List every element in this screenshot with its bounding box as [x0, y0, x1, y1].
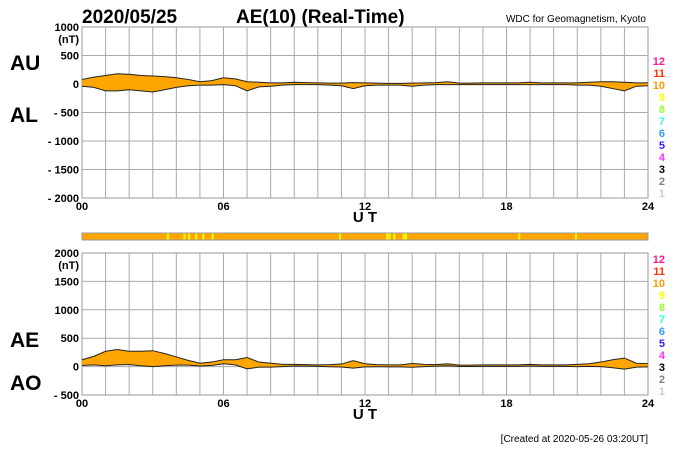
station-count-legend-3: 3	[659, 164, 665, 176]
series-label-lower: AL	[10, 104, 38, 127]
band-segment-9-stations	[405, 233, 408, 240]
y-tick-label: 1500	[55, 276, 79, 288]
created-label: [Created at 2020-05-26 03:20UT]	[501, 434, 649, 445]
band-segment-9-stations	[183, 233, 186, 240]
y-tick-label: 2000	[55, 248, 79, 260]
station-count-legend-8: 8	[659, 302, 665, 314]
y-tick-label: 1000	[55, 305, 79, 317]
band-segment-9-stations	[402, 233, 405, 240]
x-axis-label: U T	[353, 209, 377, 226]
upper-series-line	[81, 73, 648, 84]
station-count-legend-6: 6	[659, 326, 665, 338]
station-count-legend-11: 11	[653, 266, 665, 278]
band-segment-9-stations	[388, 233, 391, 240]
x-tick-label: 18	[500, 398, 512, 410]
station-count-legend-1: 1	[659, 188, 665, 200]
station-count-legend-2: 2	[659, 176, 665, 188]
station-count-legend-12: 12	[653, 56, 665, 68]
station-count-legend-4: 4	[659, 152, 666, 164]
series-label-lower: AO	[10, 372, 42, 395]
date-title: 2020/05/25	[82, 7, 178, 28]
y-tick-label: 500	[61, 51, 79, 63]
station-count-legend-4: 4	[659, 350, 666, 362]
band-segment-9-stations	[211, 233, 214, 240]
unit-label: (nT)	[58, 260, 79, 272]
station-count-band	[81, 232, 649, 241]
station-count-legend-5: 5	[659, 140, 665, 152]
station-count-legend-3: 3	[659, 362, 665, 374]
x-tick-label: 24	[642, 201, 655, 213]
y-tick-label: - 1000	[48, 136, 79, 148]
station-count-legend-12: 12	[653, 254, 665, 266]
x-tick-label: 00	[76, 398, 88, 410]
band-segment-9-stations	[202, 233, 205, 240]
y-tick-label: - 500	[54, 390, 79, 402]
station-count-legend-7: 7	[659, 314, 665, 326]
x-tick-label: 18	[500, 201, 512, 213]
station-count-legend-1: 1	[659, 386, 665, 398]
lower-series-line	[81, 363, 649, 370]
station-count-legend-8: 8	[659, 104, 665, 116]
series-label-upper: AE	[10, 329, 39, 352]
station-count-legend-6: 6	[659, 128, 665, 140]
x-tick-label: 00	[76, 201, 88, 213]
x-tick-label: 12	[359, 201, 371, 213]
series-label-upper: AU	[10, 52, 40, 75]
y-tick-label: - 2000	[48, 193, 79, 205]
chart-title: AE(10) (Real-Time)	[236, 7, 405, 28]
au-al-plot: 1000 500 0 - 500 - 1000 - 1500 - 2000 (nT) 00 06 1…	[10, 22, 666, 226]
upper-series-line	[81, 349, 649, 366]
y-tick-label: - 500	[54, 108, 79, 120]
station-count-legend-2: 2	[659, 374, 665, 386]
source-label: WDC for Geomagnetism, Kyoto	[506, 14, 646, 25]
y-tick-label: 0	[73, 362, 79, 374]
y-tick-label: 1000	[55, 22, 79, 34]
station-count-legend-9: 9	[659, 290, 665, 302]
station-count-legend-7: 7	[659, 116, 665, 128]
band-segment-9-stations	[339, 233, 342, 240]
band-segment-9-stations	[386, 233, 389, 240]
x-axis-label: U T	[353, 406, 377, 423]
x-tick-label: 12	[359, 398, 371, 410]
station-count-legend-5: 5	[659, 338, 665, 350]
x-tick-label: 06	[217, 201, 229, 213]
x-tick-label: 06	[217, 398, 229, 410]
station-count-legend-9: 9	[659, 92, 665, 104]
station-count-legend-11: 11	[653, 68, 665, 80]
band-background	[81, 232, 649, 241]
y-tick-label: - 1500	[48, 165, 79, 177]
y-tick-label: 500	[61, 333, 79, 345]
band-segment-9-stations	[166, 233, 169, 240]
band-segment-9-stations	[188, 233, 191, 240]
band-segment-9-stations	[518, 233, 521, 240]
station-count-legend-10: 10	[653, 278, 665, 290]
unit-label: (nT)	[58, 34, 79, 46]
band-segment-9-stations	[574, 233, 577, 240]
station-count-legend-10: 10	[653, 80, 665, 92]
y-tick-label: 0	[73, 79, 79, 91]
lower-series-line	[81, 84, 649, 93]
x-tick-label: 24	[642, 398, 655, 410]
band-segment-9-stations	[195, 233, 198, 240]
band-segment-9-stations	[393, 233, 396, 240]
